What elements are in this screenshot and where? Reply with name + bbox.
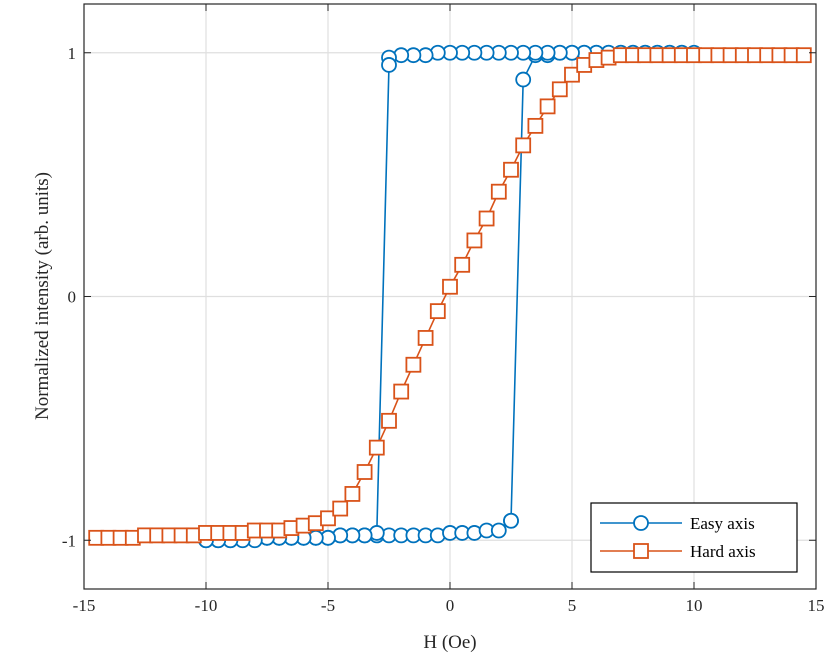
data-point-easy-axis: [515, 71, 532, 88]
data-point-hard-axis: [393, 383, 410, 400]
series-hard-axis: [88, 47, 812, 546]
data-point-hard-axis: [539, 98, 556, 115]
data-point-hard-axis: [332, 500, 349, 517]
data-point-hard-axis: [527, 117, 544, 134]
y-tick-label: 1: [68, 44, 77, 63]
data-point-hard-axis: [320, 510, 336, 527]
data-point-hard-axis: [442, 278, 458, 295]
data-point-hard-axis: [795, 47, 812, 64]
data-point-hard-axis: [356, 464, 373, 480]
x-tick-label: 10: [686, 596, 703, 615]
y-axis-title: Normalized intensity (arb. units): [32, 172, 53, 420]
y-tick-label: 0: [68, 288, 77, 307]
data-point-hard-axis: [515, 137, 532, 154]
x-tick-label: -10: [195, 596, 218, 615]
x-tick-label: 15: [808, 596, 825, 615]
data-point-easy-axis: [490, 522, 507, 539]
data-point-easy-axis: [381, 57, 397, 73]
data-point-hard-axis: [503, 161, 519, 178]
legend-box: [590, 502, 798, 573]
data-point-hard-axis: [417, 330, 434, 346]
legend: Easy axis Hard axis: [590, 502, 798, 573]
x-tick-label: 0: [446, 596, 455, 615]
legend-marker-hard: [633, 543, 649, 559]
data-point-hard-axis: [466, 232, 483, 249]
legend-marker-easy: [633, 515, 649, 531]
x-tick-label: 5: [568, 596, 577, 615]
data-point-hard-axis: [564, 66, 580, 83]
data-point-easy-axis: [503, 512, 519, 529]
x-axis-title: H (Oe): [423, 632, 476, 653]
x-tick-label: -5: [321, 596, 335, 615]
legend-label-easy: Easy axis: [690, 514, 755, 533]
series-layer: [88, 44, 812, 549]
data-point-hard-axis: [429, 303, 446, 320]
data-point-hard-axis: [405, 356, 422, 373]
ticks: [83, 4, 817, 589]
x-tick-label: -15: [73, 596, 96, 615]
y-tick-label: -1: [62, 531, 76, 550]
data-point-hard-axis: [478, 210, 495, 227]
data-point-hard-axis: [490, 183, 507, 200]
data-point-hard-axis: [368, 439, 385, 456]
data-point-hard-axis: [381, 412, 397, 429]
data-point-hard-axis: [551, 81, 568, 98]
data-point-hard-axis: [454, 256, 471, 273]
data-point-hard-axis: [344, 486, 361, 502]
tick-labels: -15 -10 -5 0 5 10 15-101: [62, 44, 825, 615]
legend-label-hard: Hard axis: [690, 542, 756, 561]
